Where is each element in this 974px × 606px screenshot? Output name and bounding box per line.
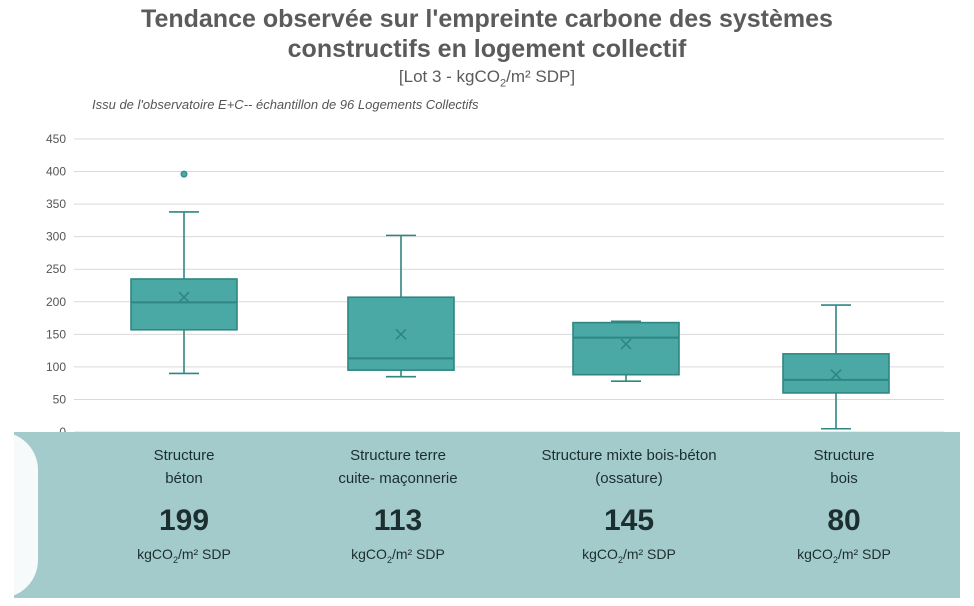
median-unit: kgCO2/m² SDP bbox=[288, 546, 508, 565]
median-unit: kgCO2/m² SDP bbox=[734, 546, 954, 565]
category-label-line2: bois bbox=[830, 470, 858, 487]
median-unit: kgCO2/m² SDP bbox=[74, 546, 294, 565]
y-tick-label: 100 bbox=[46, 360, 66, 374]
category-terre-cuite: Structure terre cuite- maçonnerie 113 kg… bbox=[288, 444, 508, 565]
unit-suffix: /m² SDP bbox=[177, 546, 231, 562]
category-label: Structure mixte bois-béton (ossature) bbox=[509, 444, 749, 490]
median-value: 80 bbox=[827, 504, 861, 537]
category-label: Structure béton bbox=[74, 444, 294, 490]
chart-source-note: Issu de l'observatoire E+C-- échantillon… bbox=[92, 97, 479, 112]
unit-prefix: kgCO bbox=[582, 546, 618, 562]
category-bois: Structure bois 80 kgCO2/m² SDP bbox=[734, 444, 954, 565]
category-banner bbox=[14, 432, 960, 598]
y-tick-label: 150 bbox=[46, 327, 66, 341]
unit-prefix: kgCO bbox=[137, 546, 173, 562]
box-iqr bbox=[782, 353, 890, 394]
category-label-line1: Structure mixte bois-béton bbox=[541, 447, 717, 464]
category-label-line2: béton bbox=[165, 470, 203, 487]
y-tick-label: 450 bbox=[46, 132, 66, 146]
unit-suffix: /m² SDP bbox=[391, 546, 445, 562]
mean-marker bbox=[395, 328, 407, 340]
unit-suffix: /m² SDP bbox=[837, 546, 891, 562]
unit-prefix: kgCO bbox=[351, 546, 387, 562]
subtitle-subscript: 2 bbox=[500, 77, 507, 90]
chart-title: Tendance observée sur l'empreinte carbon… bbox=[0, 4, 974, 64]
category-mixte-bois-beton: Structure mixte bois-béton (ossature) 14… bbox=[509, 444, 749, 565]
y-tick-label: 50 bbox=[53, 392, 67, 406]
unit-prefix: kgCO bbox=[797, 546, 833, 562]
chart-title-line1: Tendance observée sur l'empreinte carbon… bbox=[141, 5, 833, 33]
chart-subtitle: [Lot 3 - kgCO2/m² SDP] bbox=[0, 67, 974, 89]
subtitle-suffix: /m² SDP] bbox=[506, 67, 576, 86]
category-label-line2: (ossature) bbox=[595, 470, 663, 487]
median-value: 145 bbox=[603, 504, 655, 537]
unit-suffix: /m² SDP bbox=[622, 546, 676, 562]
category-label-line2: cuite- maçonnerie bbox=[338, 470, 458, 487]
subtitle-prefix: [Lot 3 - kgCO bbox=[398, 67, 501, 86]
category-label-line1: Structure bbox=[813, 447, 875, 464]
unit-subscript: 2 bbox=[172, 554, 178, 565]
category-beton: Structure béton 199 kgCO2/m² SDP bbox=[74, 444, 294, 565]
mean-marker bbox=[830, 369, 842, 381]
mean-marker bbox=[620, 338, 632, 350]
unit-subscript: 2 bbox=[386, 554, 392, 565]
box-iqr bbox=[572, 321, 680, 376]
category-label-line1: Structure bbox=[153, 447, 215, 464]
median-value: 113 bbox=[373, 504, 423, 537]
box-iqr bbox=[130, 278, 238, 331]
y-tick-label: 400 bbox=[46, 165, 66, 179]
outlier-point bbox=[180, 170, 188, 178]
y-tick-label: 300 bbox=[46, 230, 66, 244]
median-unit: kgCO2/m² SDP bbox=[509, 546, 749, 565]
category-label: Structure bois bbox=[734, 444, 954, 490]
category-label: Structure terre cuite- maçonnerie bbox=[288, 444, 508, 490]
mean-marker bbox=[178, 291, 190, 303]
unit-subscript: 2 bbox=[832, 554, 838, 565]
y-tick-label: 200 bbox=[46, 295, 66, 309]
chart-title-line2: constructifs en logement collectif bbox=[287, 35, 687, 63]
y-tick-label: 250 bbox=[46, 262, 66, 276]
banner-decoration bbox=[0, 432, 38, 598]
unit-subscript: 2 bbox=[617, 554, 623, 565]
median-value: 199 bbox=[158, 504, 210, 537]
category-label-line1: Structure terre bbox=[350, 447, 446, 464]
y-tick-label: 350 bbox=[46, 197, 66, 211]
